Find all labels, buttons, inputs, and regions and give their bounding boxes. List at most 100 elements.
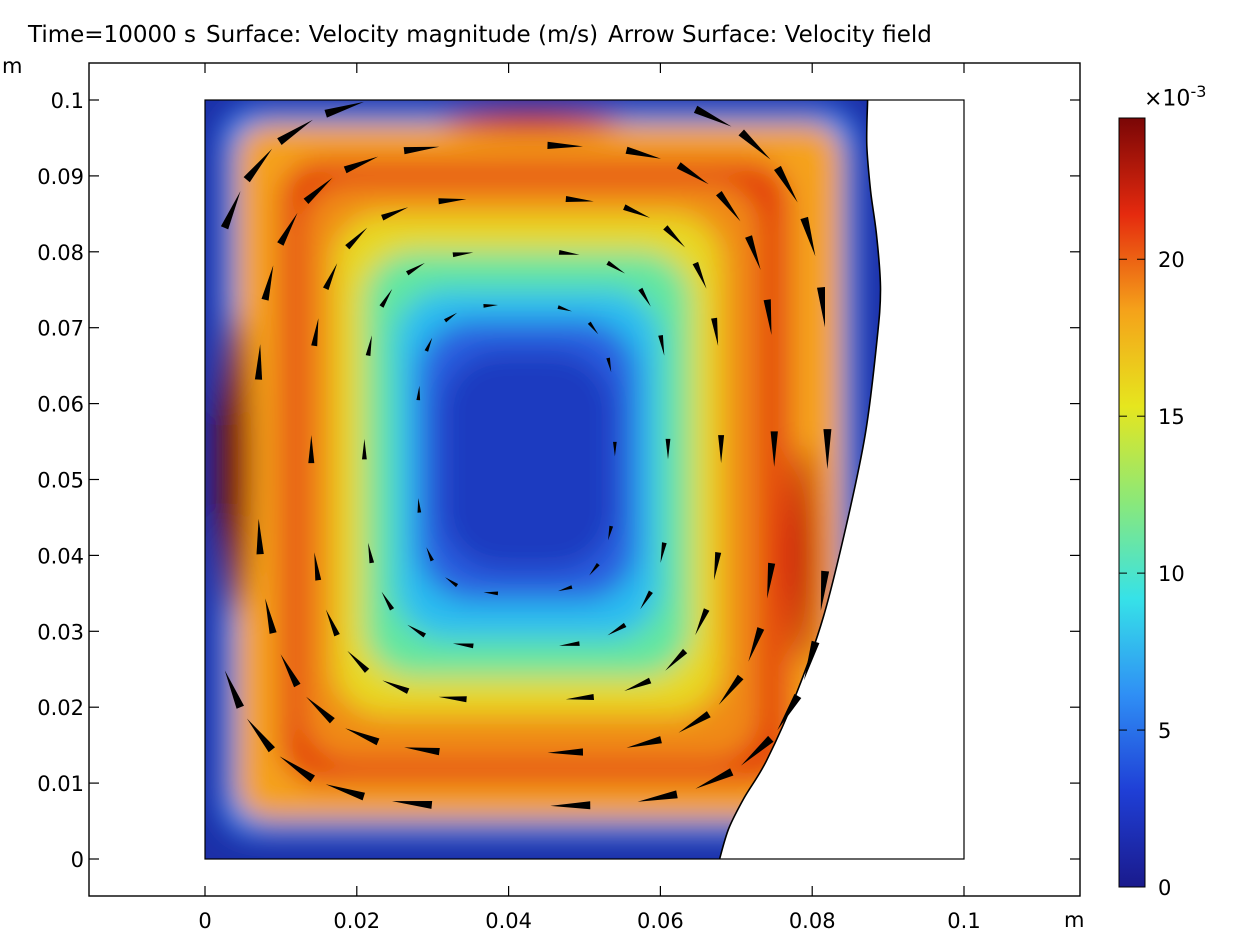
velocity-arrow bbox=[452, 252, 474, 258]
y-tick-label: 0.1 bbox=[51, 89, 84, 113]
velocity-arrow bbox=[678, 711, 711, 733]
colorbar-ticks: 0 5 10 15 20 bbox=[1119, 248, 1185, 900]
velocity-arrow bbox=[625, 146, 661, 159]
velocity-arrow bbox=[417, 498, 422, 513]
x-tick-label: 0.02 bbox=[333, 909, 380, 933]
velocity-arrow bbox=[608, 525, 614, 541]
y-tick-label: 0 bbox=[71, 848, 84, 872]
colorbar-tick-label: 0 bbox=[1158, 876, 1171, 900]
velocity-arrow bbox=[308, 435, 315, 464]
velocity-arrow bbox=[438, 198, 467, 205]
velocity-arrow bbox=[550, 801, 591, 810]
velocity-arrow bbox=[692, 261, 707, 289]
title-surface: Surface: Velocity magnitude (m/s) bbox=[206, 22, 599, 48]
x-axis-ticks: 0 0.02 0.04 0.06 0.08 0.1 bbox=[198, 63, 981, 933]
velocity-arrow bbox=[314, 552, 322, 581]
velocity-arrow bbox=[716, 191, 741, 222]
velocity-arrow bbox=[665, 648, 688, 671]
velocity-arrow bbox=[665, 438, 671, 460]
deformed-boundary bbox=[718, 99, 882, 860]
velocity-arrow bbox=[277, 212, 298, 246]
velocity-arrow bbox=[565, 694, 594, 700]
velocity-arrow bbox=[445, 577, 459, 588]
velocity-arrow bbox=[693, 105, 732, 127]
velocity-arrow bbox=[626, 736, 662, 748]
velocity-arrow bbox=[547, 748, 583, 756]
domain-box bbox=[204, 99, 965, 860]
x-tick-label: 0.08 bbox=[789, 909, 836, 933]
velocity-arrow bbox=[558, 585, 573, 592]
velocity-arrow bbox=[718, 435, 725, 464]
title-arrow: Arrow Surface: Velocity field bbox=[608, 22, 932, 48]
velocity-arrow bbox=[804, 640, 820, 681]
velocity-arrows bbox=[220, 101, 832, 810]
velocity-arrow bbox=[624, 677, 652, 691]
velocity-arrow bbox=[280, 654, 301, 688]
velocity-arrow bbox=[606, 260, 626, 274]
velocity-arrow bbox=[261, 265, 274, 301]
velocity-arrow bbox=[623, 204, 651, 218]
velocity-arrow bbox=[663, 225, 685, 248]
velocity-arrow bbox=[483, 304, 498, 308]
velocity-arrow bbox=[404, 747, 440, 756]
velocity-arrow bbox=[311, 318, 319, 347]
velocity-arrow bbox=[607, 622, 627, 636]
velocity-arrow bbox=[347, 650, 370, 673]
velocity-arrow bbox=[738, 129, 771, 160]
colorbar-tick-label: 15 bbox=[1158, 405, 1185, 429]
velocity-arrow bbox=[424, 337, 433, 352]
colorbar-multiplier: ×10-3 bbox=[1144, 82, 1206, 111]
velocity-arrow bbox=[368, 542, 375, 564]
colorbar bbox=[1118, 117, 1146, 888]
y-tick-label: 0.04 bbox=[37, 544, 84, 568]
velocity-arrow bbox=[246, 718, 275, 753]
velocity-arrow bbox=[406, 262, 425, 276]
velocity-arrow bbox=[695, 768, 734, 789]
velocity-arrow bbox=[637, 790, 678, 802]
y-axis-ticks: 0 0.01 0.02 0.03 0.04 0.05 0.06 0.07 0.08 0.09 0.1 bbox=[37, 89, 1080, 872]
velocity-arrow bbox=[254, 344, 263, 380]
velocity-arrow bbox=[343, 156, 379, 174]
velocity-arrow bbox=[444, 312, 458, 323]
velocity-arrow bbox=[557, 305, 572, 312]
velocity-arrow bbox=[640, 590, 653, 610]
velocity-arrow bbox=[403, 146, 440, 155]
velocity-arrow bbox=[820, 570, 830, 611]
velocity-arrow bbox=[426, 547, 434, 562]
velocity-arrow bbox=[324, 101, 364, 118]
velocity-arrow bbox=[483, 591, 499, 596]
velocity-arrow bbox=[777, 693, 802, 731]
velocity-arrow bbox=[565, 196, 594, 202]
velocity-arrow bbox=[345, 728, 380, 746]
velocity-arrow bbox=[823, 429, 832, 470]
velocity-arrow bbox=[606, 357, 612, 373]
x-tick-label: 0 bbox=[198, 909, 211, 933]
x-tick-label: 0.04 bbox=[485, 909, 532, 933]
x-tick-label: 0.1 bbox=[947, 909, 980, 933]
velocity-arrow bbox=[306, 696, 335, 724]
velocity-arrow bbox=[658, 335, 665, 356]
velocity-arrow bbox=[345, 227, 368, 250]
velocity-arrow bbox=[325, 609, 340, 637]
velocity-arrow bbox=[379, 289, 393, 308]
y-axis-unit: m bbox=[2, 54, 23, 78]
velocity-arrow bbox=[392, 801, 433, 809]
y-tick-label: 0.03 bbox=[37, 620, 84, 644]
velocity-arrow bbox=[416, 385, 421, 401]
y-tick-label: 0.07 bbox=[37, 317, 84, 341]
colorbar-tick-label: 5 bbox=[1158, 719, 1171, 743]
velocity-arrow bbox=[718, 674, 744, 705]
velocity-arrow bbox=[741, 735, 774, 766]
velocity-arrow bbox=[407, 624, 426, 638]
velocity-arrow bbox=[220, 191, 241, 230]
plot-title: Time=10000 s Surface: Velocity magnitude … bbox=[28, 22, 942, 48]
y-tick-label: 0.06 bbox=[37, 393, 84, 417]
velocity-arrow bbox=[558, 250, 580, 255]
velocity-arrow bbox=[660, 542, 667, 563]
velocity-arrow bbox=[452, 643, 474, 649]
velocity-arrow bbox=[587, 321, 599, 335]
velocity-arrow bbox=[800, 216, 816, 257]
velocity-arrow bbox=[325, 784, 365, 801]
colorbar-multiplier-base: ×10 bbox=[1144, 86, 1191, 112]
